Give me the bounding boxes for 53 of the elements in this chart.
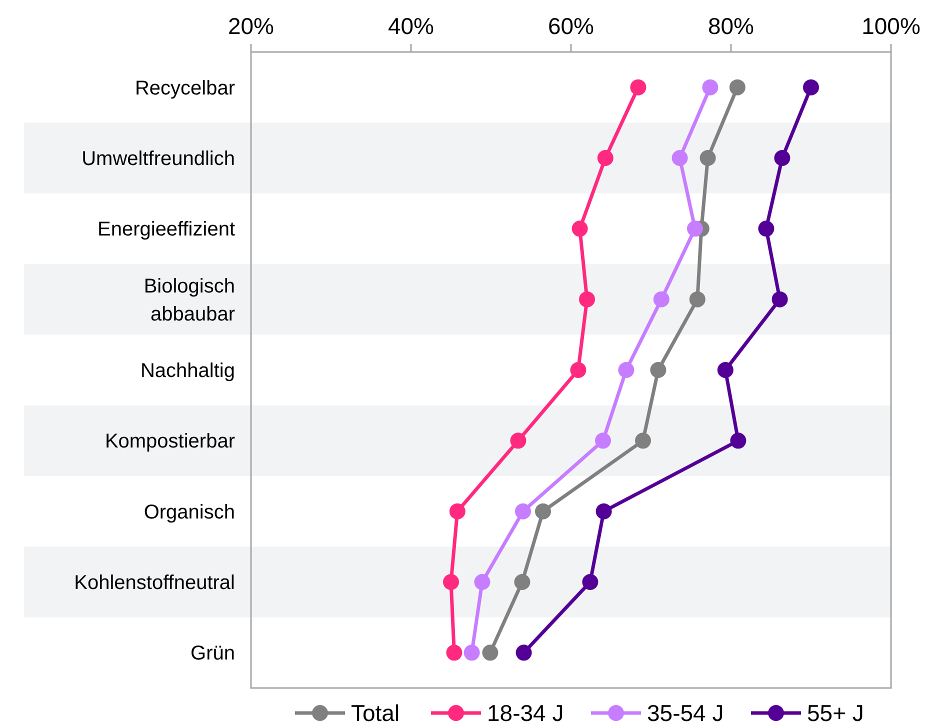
point bbox=[700, 150, 716, 166]
point bbox=[595, 432, 611, 449]
point bbox=[689, 291, 706, 308]
point bbox=[803, 79, 819, 96]
x-tick-label: 100% bbox=[862, 13, 920, 39]
point bbox=[650, 362, 666, 378]
x-tick-label: 80% bbox=[708, 13, 754, 39]
x-tick-label: 20% bbox=[228, 13, 274, 39]
y-tick-label: Grün bbox=[190, 642, 235, 665]
point bbox=[702, 79, 718, 96]
point bbox=[597, 150, 614, 166]
point bbox=[449, 503, 466, 520]
point bbox=[535, 503, 551, 520]
point bbox=[582, 574, 598, 590]
legend-label: 35-54 J bbox=[647, 700, 724, 726]
point bbox=[515, 503, 531, 520]
point bbox=[572, 220, 588, 237]
point bbox=[758, 220, 774, 237]
point bbox=[635, 432, 651, 449]
point bbox=[596, 503, 612, 520]
point bbox=[687, 220, 703, 237]
point bbox=[653, 291, 670, 308]
y-tick-label: Nachhaltig bbox=[140, 360, 235, 382]
y-tick-label: Kompostierbar bbox=[104, 430, 236, 453]
point bbox=[482, 644, 498, 661]
point bbox=[717, 362, 734, 378]
point bbox=[630, 79, 646, 96]
y-tick-label: Recycelbar bbox=[134, 77, 236, 100]
point bbox=[729, 79, 746, 96]
y-tick-label: Organisch bbox=[144, 501, 235, 524]
point bbox=[570, 362, 586, 378]
y-tick-label: Kohlenstoffneutral bbox=[74, 572, 235, 594]
point bbox=[730, 432, 746, 449]
point bbox=[579, 291, 595, 308]
point bbox=[774, 150, 790, 166]
x-tick-label: 40% bbox=[388, 13, 434, 39]
point bbox=[772, 291, 788, 308]
y-tick-label: Biologisch abbaubar bbox=[144, 275, 236, 326]
point bbox=[510, 432, 526, 449]
legend-label: Total bbox=[351, 700, 400, 726]
y-tick-label: Umweltfreundlich bbox=[82, 148, 235, 170]
point bbox=[446, 644, 462, 661]
point bbox=[672, 150, 688, 166]
point bbox=[474, 574, 490, 590]
point bbox=[464, 644, 480, 661]
x-tick-label: 60% bbox=[548, 13, 594, 39]
legend-label: 18-34 J bbox=[487, 700, 564, 726]
point bbox=[618, 362, 634, 378]
legend-label: 55+ J bbox=[807, 700, 864, 726]
point bbox=[443, 574, 459, 590]
point bbox=[516, 644, 532, 661]
point bbox=[514, 574, 530, 590]
y-tick-label: Energieeffizient bbox=[98, 218, 236, 241]
